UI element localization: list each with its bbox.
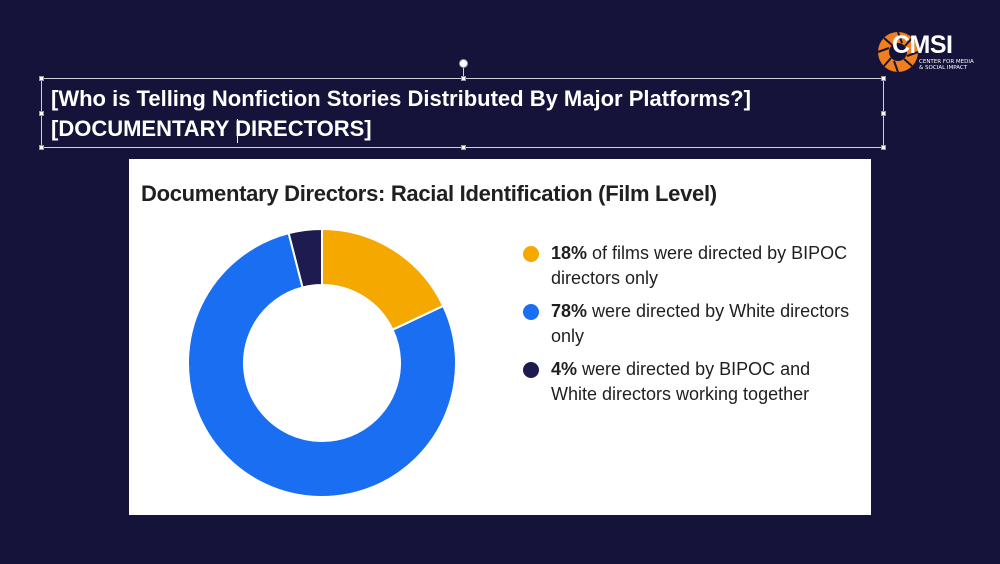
donut-slice-3 xyxy=(287,227,323,289)
logo-wordmark: CMSI xyxy=(892,31,953,59)
rotate-connector xyxy=(463,68,464,79)
legend-label: 78% were directed by White directors onl… xyxy=(551,299,861,349)
slide-title-line-1[interactable]: [Who is Telling Nonfiction Stories Distr… xyxy=(51,86,751,111)
legend-swatch xyxy=(523,246,539,262)
legend-label: 18% of films were directed by BIPOC dire… xyxy=(551,241,861,291)
chart-card: Documentary Directors: Racial Identifica… xyxy=(129,159,871,515)
slide-title-line-2[interactable]: [DOCUMENTARY DIRECTORS] xyxy=(51,116,372,141)
legend-text: of films were directed by BIPOC director… xyxy=(551,243,848,288)
resize-handle-right[interactable] xyxy=(881,111,886,116)
donut-chart xyxy=(187,227,457,498)
resize-handle-top[interactable] xyxy=(461,76,466,81)
logo-subtitle: CENTER FOR MEDIA & SOCIAL IMPACT xyxy=(919,59,974,71)
legend-label: 4% were directed by BIPOC and White dire… xyxy=(551,357,861,407)
resize-handle-bottom[interactable] xyxy=(461,145,466,150)
legend-text: were directed by White directors only xyxy=(551,301,850,346)
cmsi-logo: CMSI CENTER FOR MEDIA & SOCIAL IMPACT xyxy=(876,28,976,76)
rotate-handle[interactable] xyxy=(459,59,468,68)
legend-swatch xyxy=(523,304,539,320)
resize-handle-left[interactable] xyxy=(39,111,44,116)
resize-handle-top-right[interactable] xyxy=(881,76,886,81)
resize-handle-bottom-left[interactable] xyxy=(39,145,44,150)
legend-text: were directed by BIPOC and White directo… xyxy=(551,359,811,404)
resize-handle-top-left[interactable] xyxy=(39,76,44,81)
chart-title: Documentary Directors: Racial Identifica… xyxy=(141,181,717,206)
legend-value: 78% xyxy=(551,301,588,321)
resize-handle-bottom-right[interactable] xyxy=(881,145,886,150)
legend-value: 18% xyxy=(551,243,588,263)
legend-value: 4% xyxy=(551,359,578,379)
title-text-box[interactable]: [Who is Telling Nonfiction Stories Distr… xyxy=(39,59,886,150)
text-cursor xyxy=(237,119,238,143)
legend-swatch xyxy=(523,362,539,378)
donut-slice-2 xyxy=(187,231,457,498)
aperture-icon xyxy=(877,31,919,73)
